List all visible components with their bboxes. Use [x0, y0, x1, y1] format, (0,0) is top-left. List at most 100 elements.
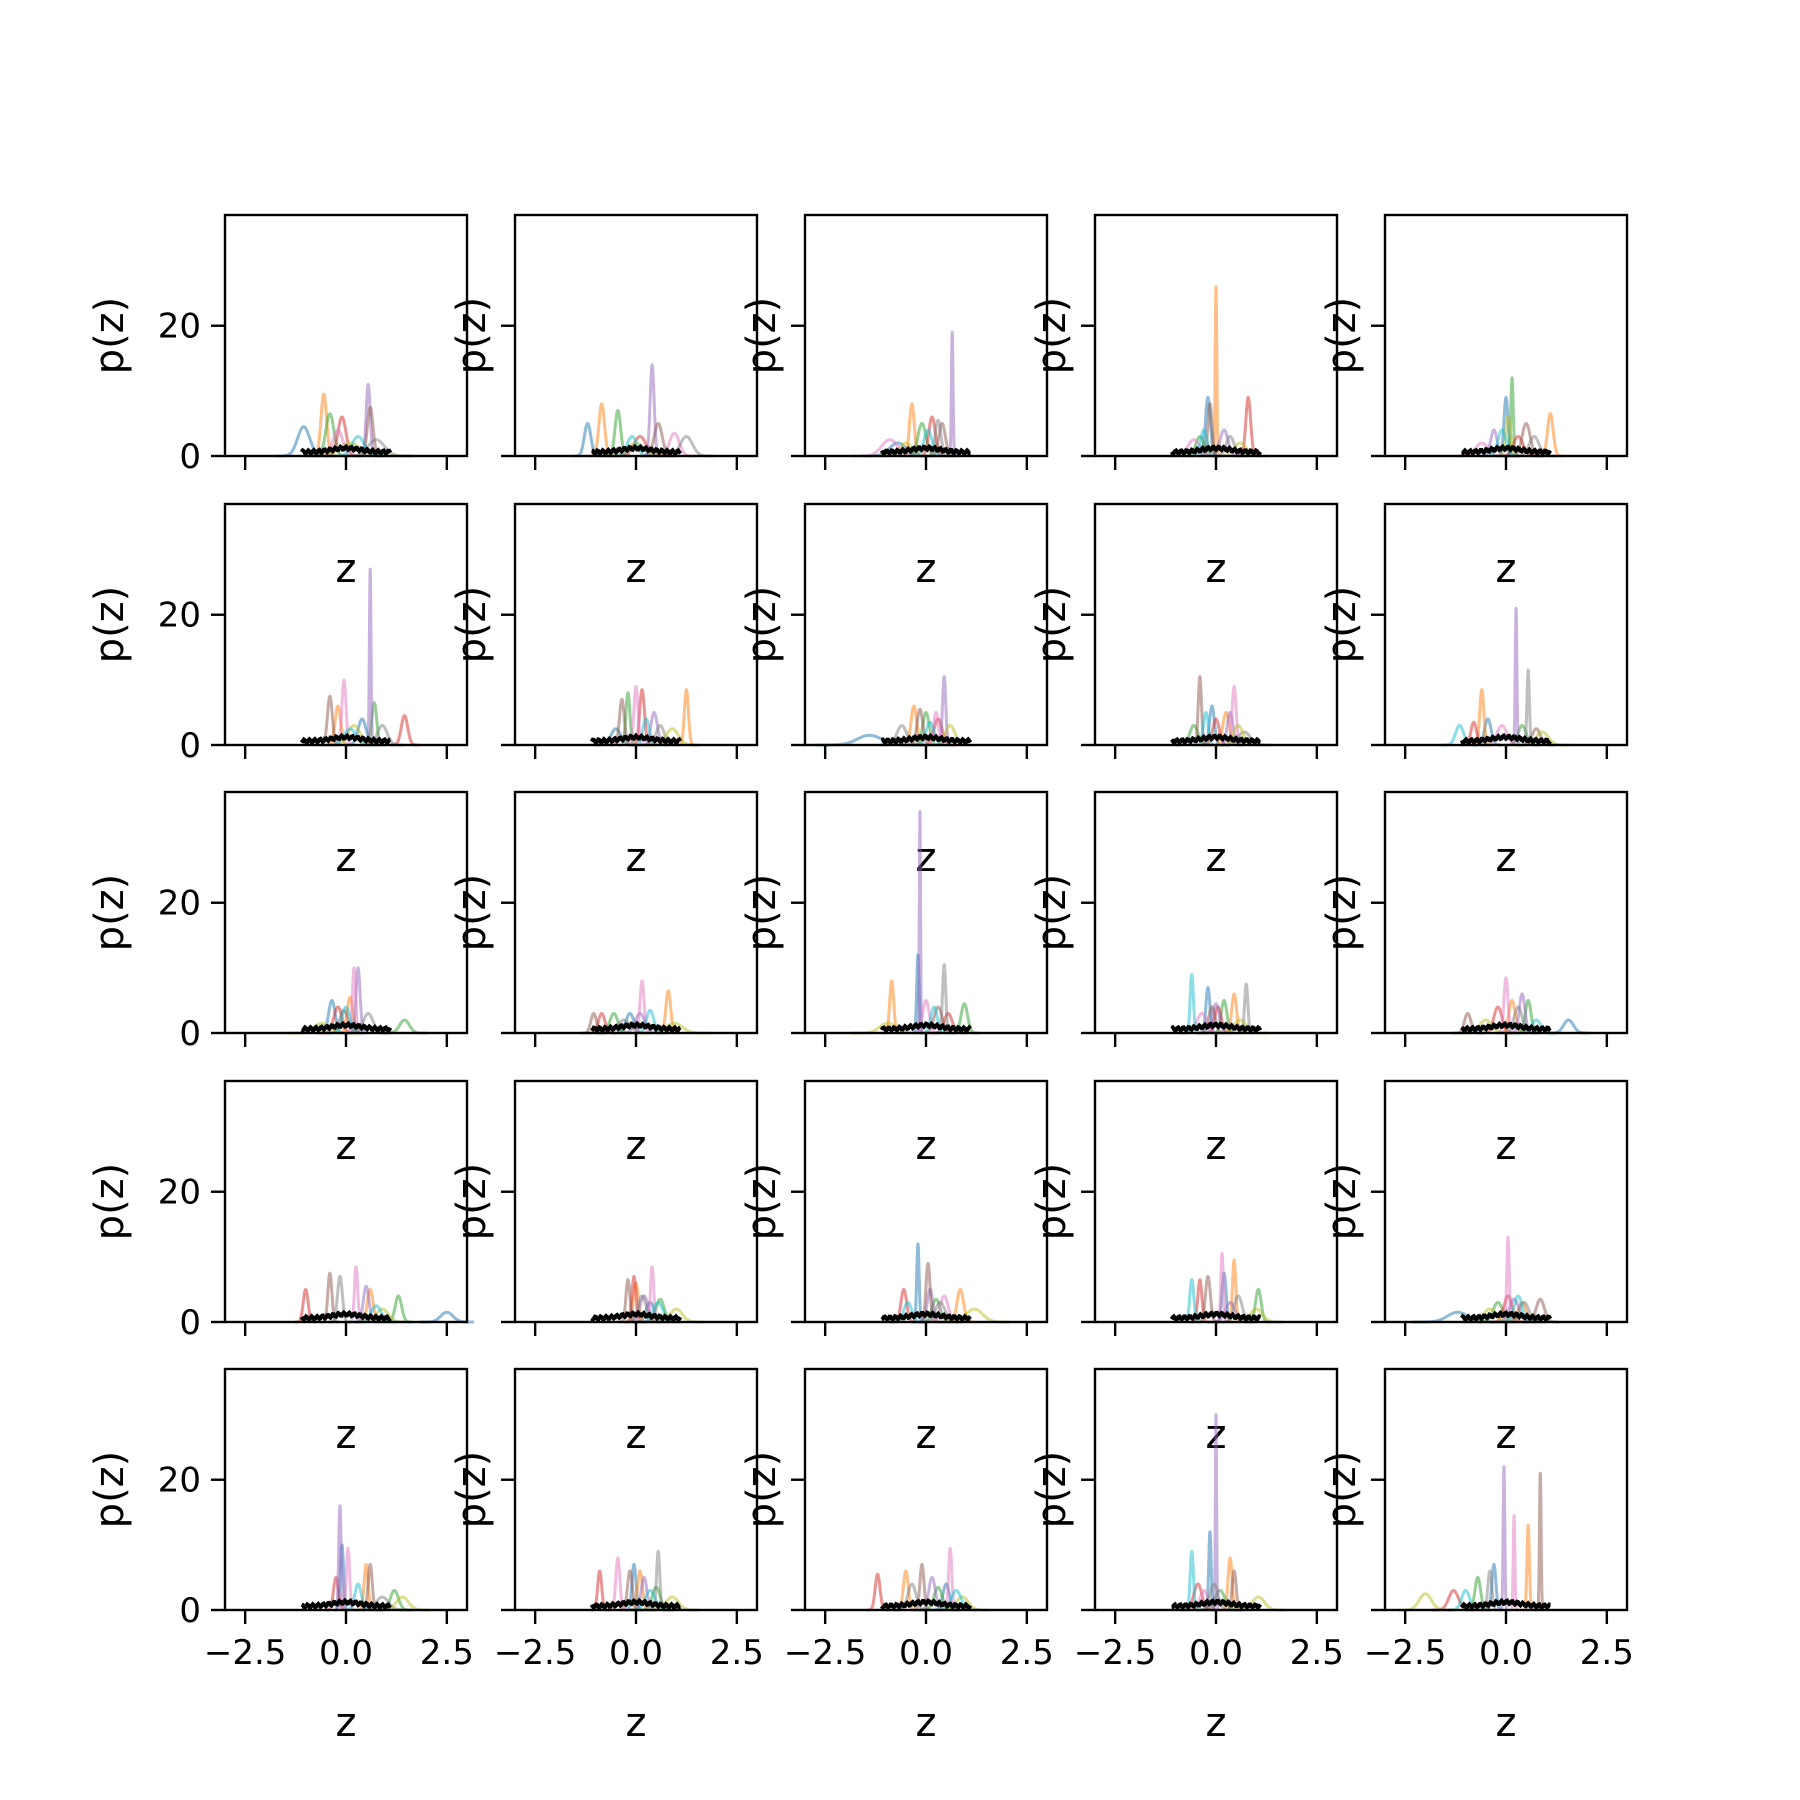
y-axis-label: p(z) — [87, 297, 133, 375]
mean-curve — [880, 1310, 972, 1323]
x-axis-label: z — [1206, 1700, 1227, 1746]
subplot-3-4: z p(z) — [1029, 790, 1339, 1169]
y-axis-label: p(z) — [1029, 297, 1075, 375]
x-tick-label: 2.5 — [710, 1633, 764, 1673]
density-curve — [1498, 1465, 1509, 1612]
density-curve — [1511, 606, 1522, 747]
y-axis-label: p(z) — [87, 874, 133, 952]
density-curve — [1545, 1018, 1592, 1035]
subplot-4-1: 0 20 z p(z) — [87, 1079, 475, 1458]
y-tick-label: 20 — [158, 1461, 201, 1501]
subplot-5-5: −2.5 0.0 2.5 z p(z) — [1319, 1367, 1634, 1746]
x-tick-label: −2.5 — [784, 1633, 867, 1673]
x-tick-label: −2.5 — [204, 1633, 287, 1673]
x-axis-label: z — [626, 835, 647, 881]
x-tick-label: 0.0 — [609, 1633, 663, 1673]
y-axis-label: p(z) — [739, 1451, 785, 1529]
axes-frame — [513, 790, 759, 1035]
density-curve — [365, 567, 376, 747]
x-axis-label: z — [336, 835, 357, 881]
y-tick-label: 20 — [158, 884, 201, 924]
x-tick-label: 2.5 — [1290, 1633, 1344, 1673]
axes-frame — [1383, 502, 1629, 747]
y-axis-label: p(z) — [449, 874, 495, 952]
subplot-3-3: z p(z) — [739, 790, 1049, 1169]
y-tick-label: 0 — [179, 1591, 201, 1631]
density-curve — [1521, 668, 1535, 747]
x-axis-label: z — [916, 1123, 937, 1169]
mean-curve — [591, 443, 682, 457]
mean-curve — [879, 1020, 972, 1034]
axes-frame — [1383, 790, 1629, 1035]
subplot-1-4: z p(z) — [1029, 213, 1339, 592]
x-axis-label: z — [1206, 546, 1227, 592]
x-axis-label: z — [626, 546, 647, 592]
y-axis-label: p(z) — [449, 297, 495, 375]
axes-frame — [223, 213, 469, 458]
x-axis-label: z — [916, 546, 937, 592]
x-tick-label: 2.5 — [1000, 1633, 1054, 1673]
y-axis-label: p(z) — [1319, 1451, 1365, 1529]
subplot-4-4: z p(z) — [1029, 1079, 1339, 1458]
y-tick-label: 0 — [179, 437, 201, 477]
x-tick-label: 0.0 — [1189, 1633, 1243, 1673]
y-axis-label: p(z) — [87, 586, 133, 664]
density-curve — [1535, 1471, 1546, 1612]
x-axis-label: z — [1206, 835, 1227, 881]
subplot-5-1: −2.5 0.0 2.5 0 20 z p(z) — [87, 1367, 474, 1746]
x-axis-label: z — [1496, 1700, 1517, 1746]
axes-frame — [223, 1079, 469, 1324]
subplot-2-4: z p(z) — [1029, 502, 1339, 881]
mean-curve — [1169, 1310, 1262, 1323]
y-axis-label: p(z) — [449, 1163, 495, 1241]
subplot-3-5: z p(z) — [1319, 790, 1629, 1169]
density-curve — [1521, 1523, 1535, 1612]
mean-curve — [1169, 444, 1263, 457]
mean-curve — [1171, 1598, 1262, 1611]
subplot-2-1: 0 20 z p(z) — [87, 502, 469, 881]
axes-frame — [513, 213, 759, 458]
x-axis-label: z — [336, 1700, 357, 1746]
x-tick-label: 0.0 — [1479, 1633, 1533, 1673]
x-axis-label: z — [916, 1412, 937, 1458]
mean-curve — [1170, 733, 1262, 746]
axes-frame — [803, 213, 1049, 458]
subplot-1-3: z p(z) — [739, 213, 1049, 592]
subplot-2-3: z p(z) — [739, 502, 1049, 881]
density-curve — [1236, 395, 1261, 458]
y-tick-label: 20 — [158, 596, 201, 636]
mean-curve — [1460, 1020, 1552, 1034]
x-axis-label: z — [626, 1700, 647, 1746]
subplot-1-2: z p(z) — [449, 213, 759, 592]
x-axis-label: z — [336, 546, 357, 592]
y-axis-label: p(z) — [1319, 297, 1365, 375]
mean-curve — [299, 443, 393, 457]
y-axis-label: p(z) — [449, 586, 495, 664]
subplot-5-3: −2.5 0.0 2.5 z p(z) — [739, 1367, 1054, 1746]
x-tick-label: 0.0 — [899, 1633, 953, 1673]
y-tick-label: 20 — [158, 307, 201, 347]
mean-curve — [880, 1598, 973, 1611]
subplot-4-3: z p(z) — [739, 1079, 1049, 1458]
mean-curve — [1459, 1597, 1551, 1611]
subplot-5-4: −2.5 0.0 2.5 z p(z) — [1029, 1367, 1344, 1746]
x-tick-label: −2.5 — [1364, 1633, 1447, 1673]
x-axis-label: z — [1496, 546, 1517, 592]
mean-curve — [299, 732, 391, 746]
subplot-3-1: 0 20 z p(z) — [87, 790, 469, 1169]
mean-curve — [590, 1309, 683, 1323]
x-axis-label: z — [1206, 1123, 1227, 1169]
mean-curve — [589, 1597, 682, 1611]
x-axis-label: z — [626, 1123, 647, 1169]
axes-frame — [803, 502, 1049, 747]
subplot-3-2: z p(z) — [449, 790, 759, 1169]
y-tick-label: 20 — [158, 1173, 201, 1213]
y-axis-label: p(z) — [1029, 586, 1075, 664]
y-axis-label: p(z) — [449, 1451, 495, 1529]
axes-frame — [1093, 790, 1339, 1035]
y-tick-label: 0 — [179, 1303, 201, 1343]
y-axis-label: p(z) — [1029, 1163, 1075, 1241]
mean-curve — [880, 732, 973, 746]
subplot-5-2: −2.5 0.0 2.5 z p(z) — [449, 1367, 764, 1746]
x-tick-label: −2.5 — [1074, 1633, 1157, 1673]
